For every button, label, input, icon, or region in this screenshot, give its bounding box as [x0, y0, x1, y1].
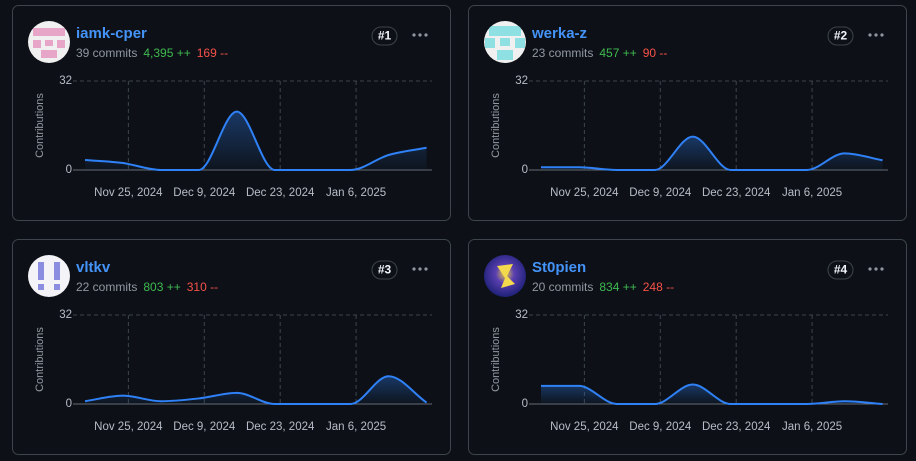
x-tick-label: Jan 6, 2025 [326, 187, 386, 199]
user-name[interactable]: werka-z [531, 25, 587, 42]
contributor-card: werka-z 23 commits 457 ++ 90 -- #2 Contributi… [468, 5, 907, 221]
more-menu-dot[interactable] [424, 267, 428, 271]
line [84, 375, 428, 405]
commit-stats: 22 commits 803 ++ 310 -- [76, 280, 218, 294]
rank: #2 [834, 29, 848, 43]
x-tick-label: Jan 6, 2025 [782, 187, 842, 199]
y-tick-label: 32 [515, 75, 528, 87]
x-tick-label: Dec 9, 2024 [629, 187, 692, 199]
x-tick-label: Dec 9, 2024 [173, 421, 236, 433]
x-tick-label: Dec 23, 2024 [702, 421, 771, 433]
y-tick-label: 32 [515, 309, 528, 321]
rank: #1 [378, 29, 392, 43]
rank: #3 [378, 263, 392, 277]
more-menu-dot[interactable] [418, 33, 422, 37]
more-menu-dot[interactable] [874, 33, 878, 37]
contributor-card: St0pien 20 commits 834 ++ 248 -- #4 Contribut… [468, 239, 907, 455]
more-menu-dot[interactable] [424, 33, 428, 37]
commit-count: 39 commits [76, 46, 137, 60]
additions: 457 ++ [599, 46, 636, 60]
commit-count: 23 commits [532, 46, 593, 60]
x-tick-label: Nov 25, 2024 [550, 421, 619, 433]
commit-stats: 39 commits 4,395 ++ 169 -- [76, 46, 228, 60]
more-menu-dot[interactable] [868, 33, 872, 37]
y-axis-label: Contributions [490, 93, 502, 158]
deletions: 90 -- [643, 46, 668, 60]
additions: 834 ++ [599, 280, 636, 294]
more-menu-dot[interactable] [874, 267, 878, 271]
x-tick-label: Dec 23, 2024 [702, 187, 771, 199]
x-tick-label: Dec 23, 2024 [246, 421, 315, 433]
x-tick-label: Nov 25, 2024 [94, 421, 163, 433]
deletions: 310 -- [187, 280, 218, 294]
user-name[interactable]: iamk-cper [76, 25, 147, 42]
y-tick-label: 32 [59, 75, 72, 87]
more-menu-dot[interactable] [418, 267, 422, 271]
line [541, 135, 883, 171]
y-axis-label: Contributions [490, 327, 502, 392]
rank-badge [827, 260, 854, 280]
rank-badge [371, 260, 398, 280]
rank: #4 [834, 263, 848, 277]
commit-count: 22 commits [76, 280, 137, 294]
commit-stats: 20 commits 834 ++ 248 -- [532, 280, 674, 294]
deletions: 169 -- [197, 46, 228, 60]
user-name[interactable]: St0pien [532, 259, 586, 276]
more-menu-dot[interactable] [412, 267, 416, 271]
y-tick-label: 32 [59, 309, 72, 321]
contributor-card: vltkv 22 commits 803 ++ 310 -- #3 Contributio… [12, 239, 451, 455]
x-tick-label: Jan 6, 2025 [782, 421, 842, 433]
contributor-card: iamk-cper 39 commits 4,395 ++ 169 -- #1 Contr… [12, 5, 451, 221]
more-menu-dot[interactable] [868, 267, 872, 271]
more-menu-dot[interactable] [880, 267, 884, 271]
x-tick-label: Nov 25, 2024 [550, 187, 619, 199]
x-tick-label: Dec 9, 2024 [173, 187, 236, 199]
avatar[interactable] [483, 254, 527, 298]
rank-badge [827, 26, 854, 46]
x-tick-label: Dec 23, 2024 [246, 187, 315, 199]
y-axis-label: Contributions [34, 327, 46, 392]
x-tick-label: Jan 6, 2025 [326, 421, 386, 433]
more-menu-dot[interactable] [412, 33, 416, 37]
deletions: 248 -- [643, 280, 674, 294]
more-menu-dot[interactable] [880, 33, 884, 37]
commit-count: 20 commits [532, 280, 593, 294]
avatar[interactable] [27, 254, 71, 298]
additions: 803 ++ [143, 280, 180, 294]
rank-badge [371, 26, 398, 46]
y-axis-label: Contributions [34, 93, 46, 158]
y-tick-label: 0 [66, 398, 72, 410]
user-name[interactable]: vltkv [76, 259, 111, 276]
y-tick-label: 0 [66, 164, 72, 176]
avatar[interactable] [27, 20, 71, 64]
y-tick-label: 0 [522, 398, 528, 410]
commit-stats: 23 commits 457 ++ 90 -- [532, 46, 667, 60]
additions: 4,395 ++ [143, 46, 190, 60]
y-tick-label: 0 [522, 164, 528, 176]
avatar[interactable] [483, 20, 527, 64]
x-tick-label: Nov 25, 2024 [94, 187, 163, 199]
line [84, 110, 427, 171]
x-tick-label: Dec 9, 2024 [629, 421, 692, 433]
line [541, 383, 883, 405]
